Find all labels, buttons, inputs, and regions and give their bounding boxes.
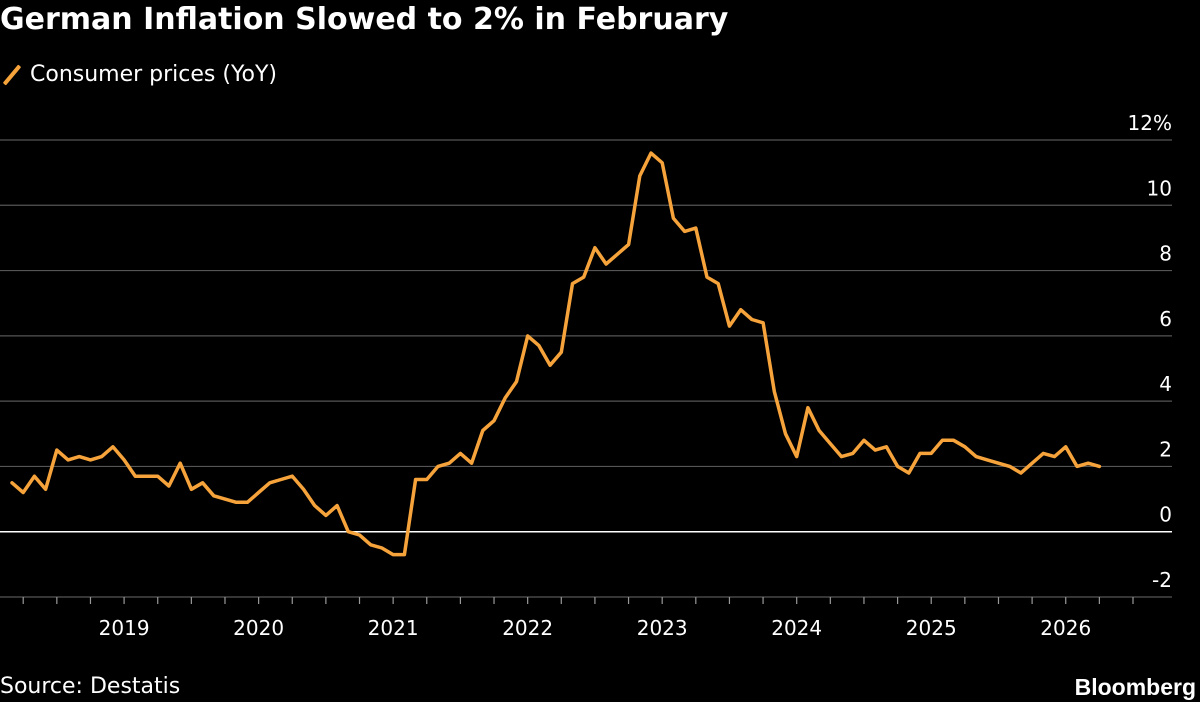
y-tick-label: 6 bbox=[1159, 307, 1172, 331]
source-note: Source: Destatis bbox=[0, 674, 181, 699]
y-tick-label: 2 bbox=[1159, 437, 1172, 461]
y-tick-label: 12% bbox=[1128, 111, 1172, 135]
x-tick-label: 2024 bbox=[771, 616, 822, 640]
x-tick-label: 2023 bbox=[637, 616, 688, 640]
x-tick-label: 2022 bbox=[502, 616, 553, 640]
y-tick-label: 10 bbox=[1147, 176, 1172, 200]
y-tick-label: 4 bbox=[1159, 372, 1172, 396]
series-line-consumer-prices bbox=[10, 151, 1102, 557]
bloomberg-logo: Bloomberg bbox=[1074, 674, 1196, 700]
legend-label: Consumer prices (YoY) bbox=[30, 62, 277, 87]
chart-title: German Inflation Slowed to 2% in Februar… bbox=[0, 2, 729, 37]
x-tick-label: 2019 bbox=[99, 616, 150, 640]
legend: Consumer prices (YoY) bbox=[2, 62, 277, 87]
y-tick-label: 8 bbox=[1159, 242, 1172, 266]
x-tick-label: 2025 bbox=[906, 616, 957, 640]
x-tick-label: 2021 bbox=[368, 616, 419, 640]
y-tick-label: 0 bbox=[1159, 503, 1172, 527]
y-tick-label: -2 bbox=[1152, 568, 1172, 592]
x-tick-label: 2026 bbox=[1040, 616, 1091, 640]
x-tick-label: 2020 bbox=[233, 616, 284, 640]
